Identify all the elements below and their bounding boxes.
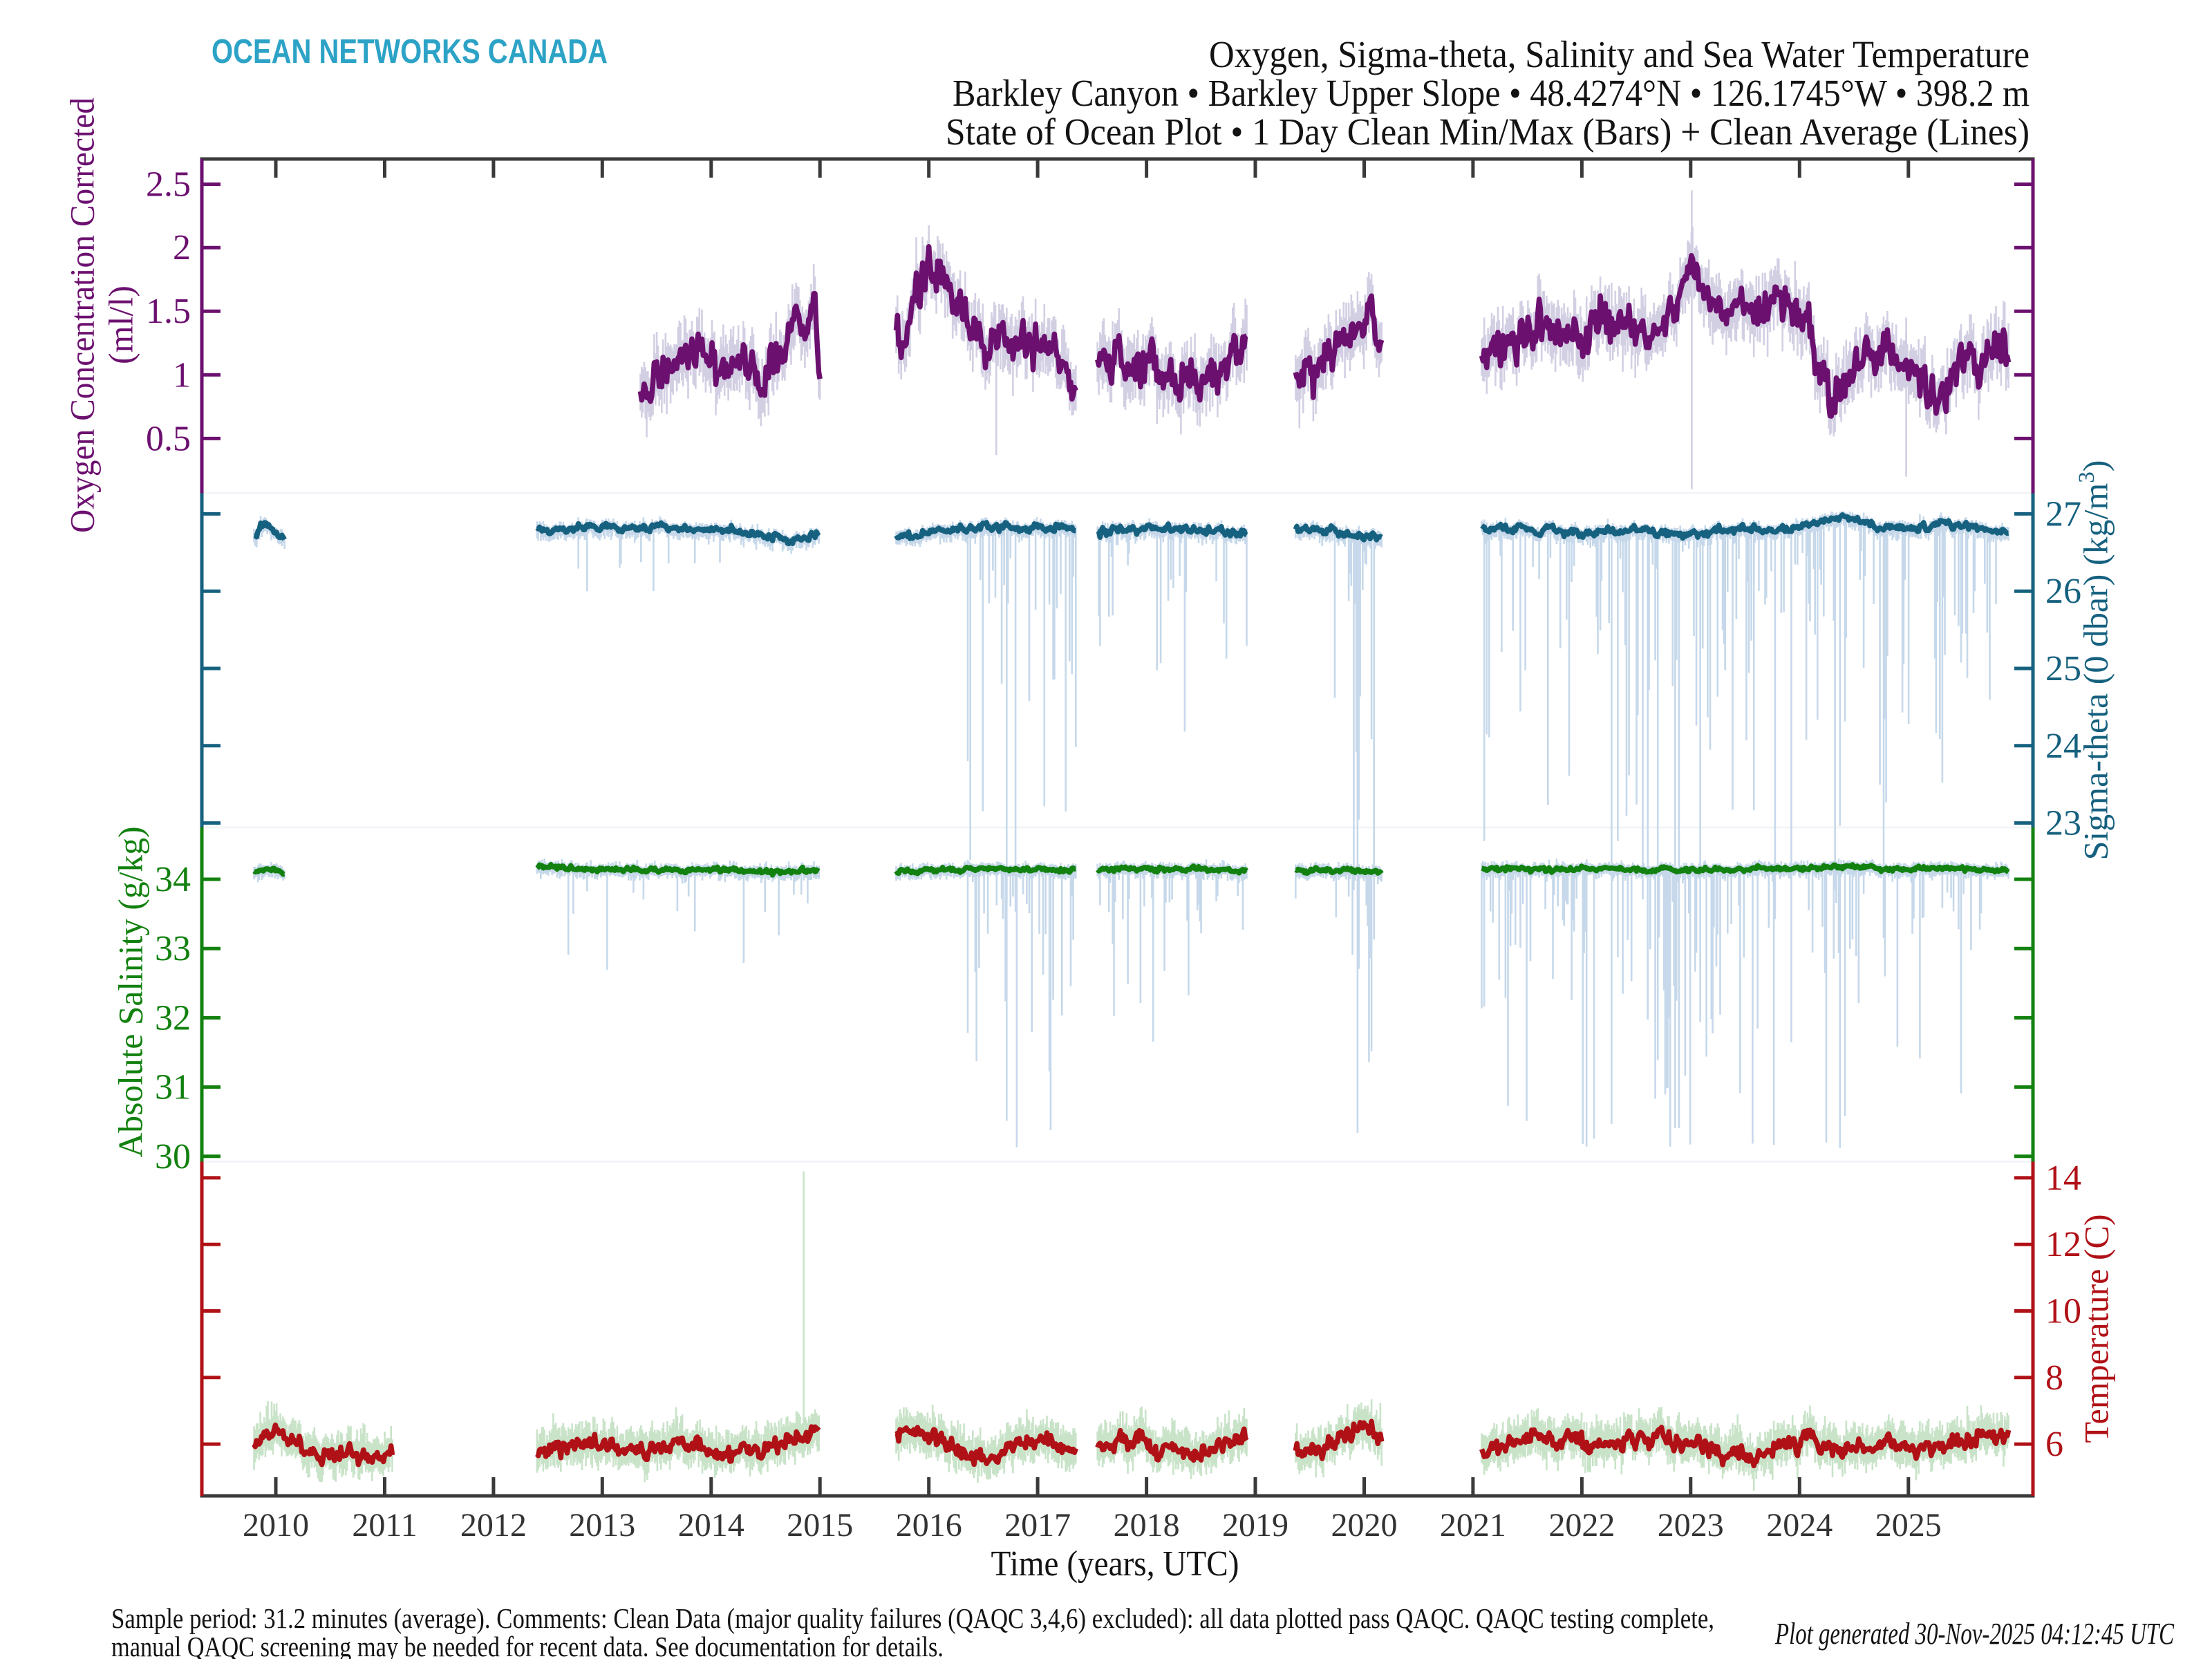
svg-text:Barkley Canyon • Barkley Upper: Barkley Canyon • Barkley Upper Slope • 4… xyxy=(953,72,2030,114)
svg-text:2014: 2014 xyxy=(678,1507,744,1544)
svg-text:2024: 2024 xyxy=(1766,1507,1833,1544)
svg-text:2020: 2020 xyxy=(1331,1507,1398,1544)
svg-text:Absolute Salinity (g/kg): Absolute Salinity (g/kg) xyxy=(111,827,149,1158)
svg-text:2: 2 xyxy=(173,228,191,268)
svg-text:24: 24 xyxy=(2045,727,2081,766)
svg-text:2018: 2018 xyxy=(1114,1507,1180,1544)
svg-text:Time (years, UTC): Time (years, UTC) xyxy=(991,1544,1239,1584)
svg-text:manual QAQC screening may be n: manual QAQC screening may be needed for … xyxy=(111,1631,944,1659)
svg-text:12: 12 xyxy=(2045,1225,2081,1264)
svg-text:2.5: 2.5 xyxy=(146,165,191,205)
svg-text:32: 32 xyxy=(155,998,191,1038)
svg-text:34: 34 xyxy=(155,860,191,899)
svg-text:2022: 2022 xyxy=(1548,1507,1615,1544)
svg-text:2016: 2016 xyxy=(896,1507,962,1544)
svg-text:(ml/l): (ml/l) xyxy=(101,285,140,364)
svg-text:Sample period: 31.2 minutes (a: Sample period: 31.2 minutes (average). C… xyxy=(111,1602,1714,1634)
svg-text:30: 30 xyxy=(155,1137,191,1177)
svg-text:31: 31 xyxy=(155,1068,191,1107)
svg-text:26: 26 xyxy=(2045,572,2081,611)
svg-text:2012: 2012 xyxy=(460,1507,527,1544)
svg-text:2017: 2017 xyxy=(1004,1507,1071,1544)
svg-text:2019: 2019 xyxy=(1222,1507,1288,1544)
svg-text:Sigma-theta (0 dbar) (kg/m3): Sigma-theta (0 dbar) (kg/m3) xyxy=(2074,460,2115,861)
svg-text:Oxygen, Sigma-theta, Salinity: Oxygen, Sigma-theta, Salinity and Sea Wa… xyxy=(1209,33,2030,75)
svg-text:10: 10 xyxy=(2045,1292,2081,1331)
svg-text:1.5: 1.5 xyxy=(146,292,191,331)
svg-text:6: 6 xyxy=(2045,1425,2063,1464)
svg-text:2010: 2010 xyxy=(243,1507,309,1544)
svg-text:2013: 2013 xyxy=(569,1507,635,1544)
svg-text:Oxygen Concentration Corrected: Oxygen Concentration Corrected xyxy=(62,97,101,533)
svg-text:2011: 2011 xyxy=(352,1507,417,1544)
svg-text:2021: 2021 xyxy=(1440,1507,1506,1544)
svg-text:Plot generated 30-Nov-2025 04:: Plot generated 30-Nov-2025 04:12:45 UTC xyxy=(1774,1617,2174,1651)
svg-text:1: 1 xyxy=(173,355,191,395)
svg-text:OCEAN NETWORKS CANADA: OCEAN NETWORKS CANADA xyxy=(212,33,608,71)
svg-text:2015: 2015 xyxy=(787,1507,853,1544)
svg-text:14: 14 xyxy=(2045,1159,2081,1198)
svg-text:Temperature (C): Temperature (C) xyxy=(2077,1214,2115,1443)
svg-text:25: 25 xyxy=(2045,649,2081,688)
svg-text:8: 8 xyxy=(2045,1358,2063,1398)
svg-text:27: 27 xyxy=(2045,494,2081,534)
svg-text:0.5: 0.5 xyxy=(146,419,191,458)
svg-text:23: 23 xyxy=(2045,804,2081,843)
svg-text:2025: 2025 xyxy=(1875,1507,1942,1544)
svg-text:2023: 2023 xyxy=(1658,1507,1724,1544)
svg-text:State of Ocean Plot • 1 Day Cl: State of Ocean Plot • 1 Day Clean Min/Ma… xyxy=(946,111,2030,153)
svg-text:33: 33 xyxy=(155,929,191,968)
